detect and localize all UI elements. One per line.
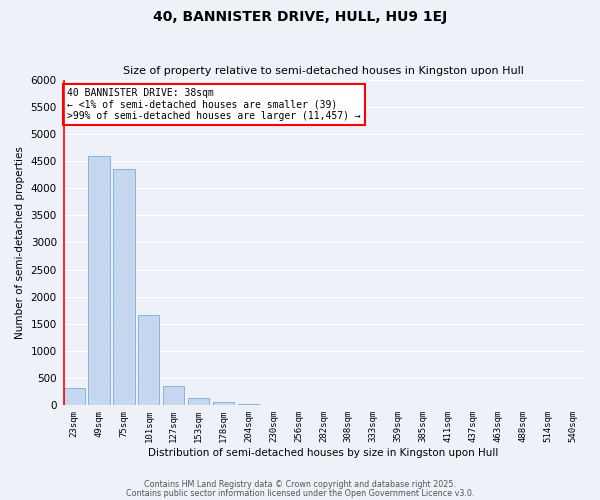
Text: 40, BANNISTER DRIVE, HULL, HU9 1EJ: 40, BANNISTER DRIVE, HULL, HU9 1EJ — [153, 10, 447, 24]
Bar — [163, 386, 184, 405]
Bar — [238, 404, 259, 405]
Text: 40 BANNISTER DRIVE: 38sqm
← <1% of semi-detached houses are smaller (39)
>99% of: 40 BANNISTER DRIVE: 38sqm ← <1% of semi-… — [67, 88, 361, 122]
Bar — [113, 170, 134, 405]
Y-axis label: Number of semi-detached properties: Number of semi-detached properties — [15, 146, 25, 339]
Bar — [138, 315, 160, 405]
Bar — [64, 388, 85, 405]
Text: Contains public sector information licensed under the Open Government Licence v3: Contains public sector information licen… — [126, 488, 474, 498]
Bar — [88, 156, 110, 405]
Title: Size of property relative to semi-detached houses in Kingston upon Hull: Size of property relative to semi-detach… — [123, 66, 524, 76]
Text: Contains HM Land Registry data © Crown copyright and database right 2025.: Contains HM Land Registry data © Crown c… — [144, 480, 456, 489]
X-axis label: Distribution of semi-detached houses by size in Kingston upon Hull: Distribution of semi-detached houses by … — [148, 448, 499, 458]
Bar — [213, 402, 234, 405]
Bar — [188, 398, 209, 405]
